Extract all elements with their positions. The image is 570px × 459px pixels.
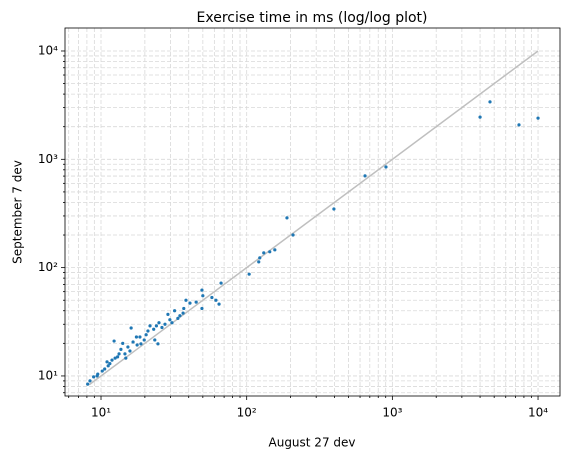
point xyxy=(95,374,99,378)
point xyxy=(170,321,174,325)
point xyxy=(163,322,167,326)
point xyxy=(135,343,139,347)
point xyxy=(210,295,214,300)
point xyxy=(105,360,109,364)
y-axis-label: September 7 dev xyxy=(11,160,25,264)
point xyxy=(142,338,146,342)
y-tick-label: 10² xyxy=(38,260,58,274)
x-axis-label: August 27 dev xyxy=(269,436,356,450)
point xyxy=(184,298,188,302)
point xyxy=(536,116,540,120)
point xyxy=(160,325,164,330)
point xyxy=(152,327,156,331)
point xyxy=(129,326,133,330)
point xyxy=(92,375,96,379)
chart-title: Exercise time in ms (log/log plot) xyxy=(197,10,428,26)
point xyxy=(201,294,205,298)
point xyxy=(478,115,482,119)
point xyxy=(123,352,127,356)
point xyxy=(200,306,204,311)
point xyxy=(124,356,128,360)
point xyxy=(156,342,160,346)
point xyxy=(126,345,130,349)
point xyxy=(117,352,121,356)
reference-line xyxy=(88,50,539,386)
point xyxy=(139,342,143,346)
point xyxy=(194,300,198,304)
point xyxy=(112,339,116,343)
point xyxy=(88,379,92,383)
point xyxy=(86,382,90,386)
point xyxy=(146,329,150,333)
point xyxy=(258,256,262,260)
point xyxy=(181,311,185,315)
point xyxy=(148,324,152,328)
x-tick-label: 10¹ xyxy=(91,406,111,420)
point xyxy=(131,340,135,344)
point xyxy=(121,341,125,345)
point xyxy=(332,207,336,211)
point xyxy=(166,312,170,317)
point xyxy=(172,309,177,313)
point xyxy=(268,250,272,254)
point xyxy=(488,100,492,104)
point xyxy=(116,355,120,359)
point xyxy=(144,333,148,337)
point xyxy=(106,364,110,368)
y-tick-label: 10¹ xyxy=(38,368,58,382)
point xyxy=(100,369,104,373)
point xyxy=(154,324,158,328)
point xyxy=(103,367,107,371)
point xyxy=(291,233,295,237)
point xyxy=(108,362,112,366)
point xyxy=(214,298,218,302)
point xyxy=(138,335,142,339)
point xyxy=(363,174,367,178)
point xyxy=(273,248,277,252)
point xyxy=(182,306,186,311)
point xyxy=(247,272,251,276)
point xyxy=(113,356,117,360)
x-tick-label: 10² xyxy=(237,406,257,420)
point xyxy=(217,302,221,306)
point xyxy=(110,358,114,362)
point xyxy=(134,335,139,339)
point xyxy=(262,251,266,255)
point xyxy=(168,318,172,322)
point xyxy=(128,349,132,353)
point xyxy=(188,301,192,305)
x-tick-label: 10³ xyxy=(382,406,402,420)
point xyxy=(257,260,261,264)
point xyxy=(219,281,223,285)
point xyxy=(517,123,521,127)
point xyxy=(153,338,157,342)
x-tick-label: 10⁴ xyxy=(528,406,548,420)
y-tick-label: 10⁴ xyxy=(38,43,58,57)
y-tick-label: 10³ xyxy=(38,152,58,166)
point xyxy=(200,288,204,292)
point xyxy=(178,314,182,318)
point xyxy=(119,347,123,351)
plot-frame xyxy=(64,27,561,397)
point xyxy=(384,165,388,169)
point xyxy=(157,321,161,325)
point xyxy=(176,316,180,320)
point xyxy=(285,216,289,220)
